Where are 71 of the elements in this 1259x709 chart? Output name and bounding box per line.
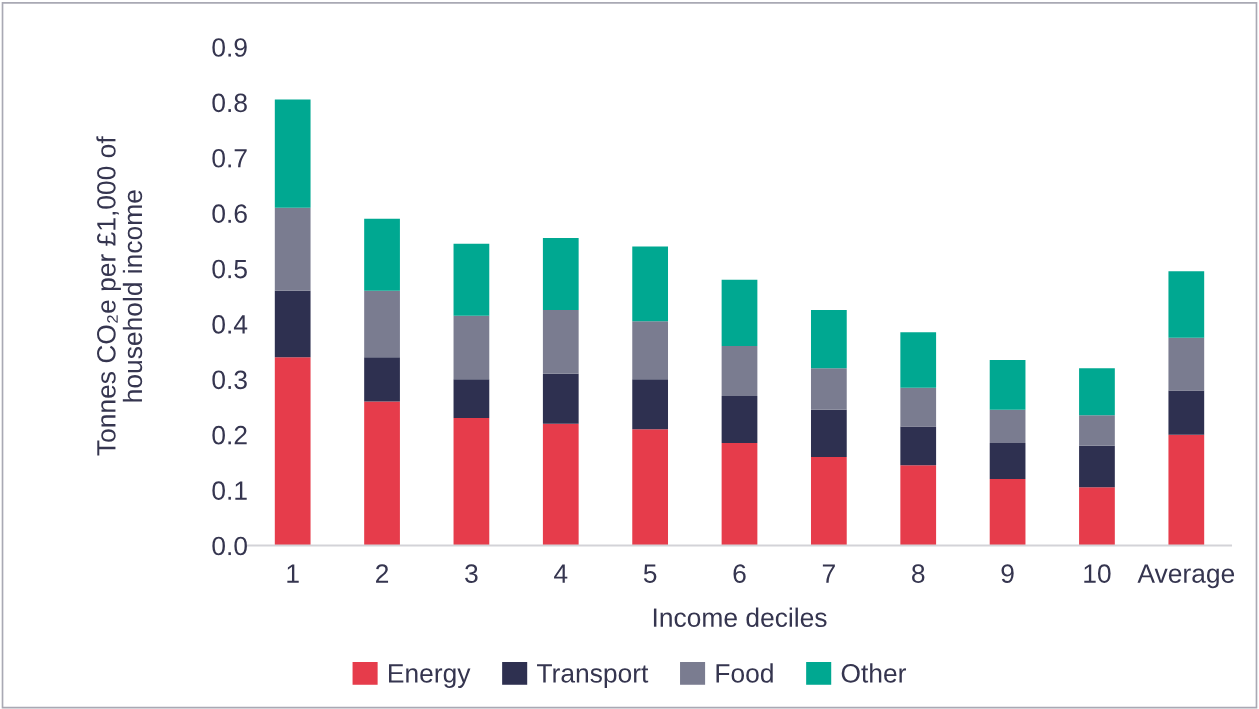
bar <box>1079 415 1115 446</box>
bar <box>721 279 758 347</box>
bar <box>1168 434 1205 546</box>
y-tick-label: 0.6 <box>212 204 247 223</box>
bar <box>274 290 311 358</box>
y-tick-label: 0.8 <box>212 93 247 113</box>
legend-label: Food <box>716 663 773 683</box>
bar <box>542 423 579 546</box>
x-tick-label: 2 <box>376 564 389 583</box>
x-tick-label: 8 <box>912 564 925 583</box>
legend-label: Energy <box>389 664 471 688</box>
bar <box>1079 368 1115 416</box>
bar <box>542 310 579 374</box>
x-tick-label: 1 <box>287 564 299 583</box>
x-tick-label: 9 <box>1001 564 1014 583</box>
y-tick-label: 0.3 <box>212 370 247 390</box>
bar <box>632 246 669 322</box>
y-tick-label: 0.0 <box>212 536 247 556</box>
bar <box>900 426 937 466</box>
bar <box>453 243 490 316</box>
bar <box>810 456 847 546</box>
bar <box>810 310 847 369</box>
x-tick-label: 3 <box>465 564 478 583</box>
bar <box>364 357 400 402</box>
bar <box>989 443 1026 480</box>
x-tick-label: 5 <box>643 564 657 583</box>
bar <box>1079 487 1115 546</box>
bar <box>453 315 490 380</box>
bar <box>632 321 669 380</box>
x-tick-label: Average <box>1137 564 1235 589</box>
bar <box>632 379 669 430</box>
y-tick-label: 0.9 <box>212 38 247 57</box>
y-axis-title: Tonnes CO₂e per £1,000 of household income <box>96 136 143 456</box>
bar <box>810 368 847 410</box>
bar <box>364 401 400 546</box>
bar <box>542 238 579 311</box>
legend-label: Transport <box>537 664 649 688</box>
bar <box>453 418 490 546</box>
bar <box>810 409 847 457</box>
y-tick-label: 0.2 <box>212 425 247 445</box>
bar <box>989 479 1026 546</box>
bar <box>632 429 669 546</box>
bar <box>1168 390 1205 435</box>
bar <box>453 379 490 419</box>
bar <box>542 373 579 424</box>
bar <box>989 409 1026 444</box>
bar <box>364 218 400 291</box>
y-tick-label: 0.1 <box>212 481 247 500</box>
bar <box>364 290 400 358</box>
bar <box>721 395 758 444</box>
bar <box>1168 271 1205 338</box>
bar <box>721 443 758 546</box>
bar <box>900 387 937 427</box>
bar <box>274 357 311 546</box>
bar <box>1168 337 1205 391</box>
bar <box>900 465 937 546</box>
y-tick-label: 0.7 <box>212 148 247 168</box>
bar <box>274 207 311 291</box>
y-tick-label: 0.5 <box>212 259 247 279</box>
x-axis-title: Income deciles <box>653 607 827 627</box>
legend-label: Other <box>841 663 907 683</box>
y-tick-label: 0.4 <box>212 315 248 334</box>
x-tick-label: 6 <box>733 564 746 583</box>
bar <box>1079 445 1115 488</box>
bar <box>274 99 311 208</box>
bar <box>989 359 1026 410</box>
bar <box>900 332 937 388</box>
bar <box>721 346 758 396</box>
x-tick-label: 4 <box>554 564 568 583</box>
x-tick-label: 7 <box>822 564 835 583</box>
x-tick-label: 10 <box>1084 564 1111 583</box>
